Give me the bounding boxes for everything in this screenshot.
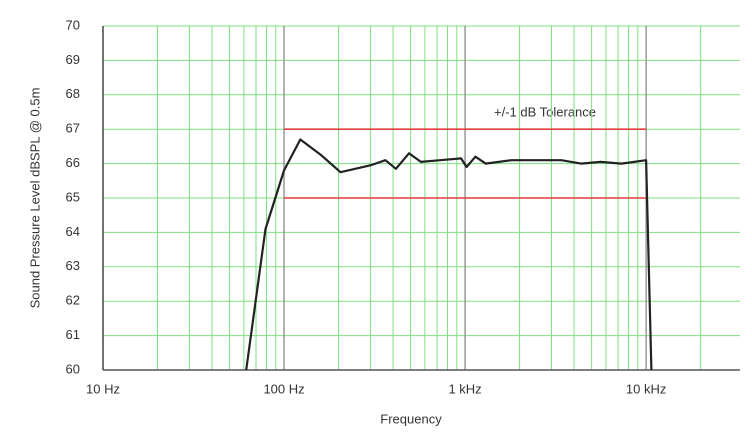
x-tick-label: 1 kHz	[448, 381, 481, 396]
series-line	[245, 138, 653, 371]
y-tick-label: 60	[66, 361, 80, 376]
y-tick-label: 70	[66, 17, 80, 32]
x-tick-label: 10 Hz	[86, 381, 120, 396]
y-tick-label: 63	[66, 258, 80, 273]
y-tick-label: 66	[66, 155, 80, 170]
x-tick-label: 100 Hz	[263, 381, 304, 396]
y-tick-label: 69	[66, 52, 80, 67]
annotation: +/-1 dB Tolerance	[494, 104, 596, 119]
y-tick-label: 65	[66, 189, 80, 204]
y-tick-label: 64	[66, 224, 80, 239]
y-axis-label: Sound Pressure Level dBSPL @ 0.5m	[27, 88, 42, 309]
y-tick-label: 67	[66, 121, 80, 136]
x-tick-label: 10 kHz	[626, 381, 666, 396]
y-tick-label: 62	[66, 293, 80, 308]
y-tick-label: 61	[66, 327, 80, 342]
y-tick-label: 68	[66, 86, 80, 101]
x-axis-label: Frequency	[380, 411, 442, 426]
